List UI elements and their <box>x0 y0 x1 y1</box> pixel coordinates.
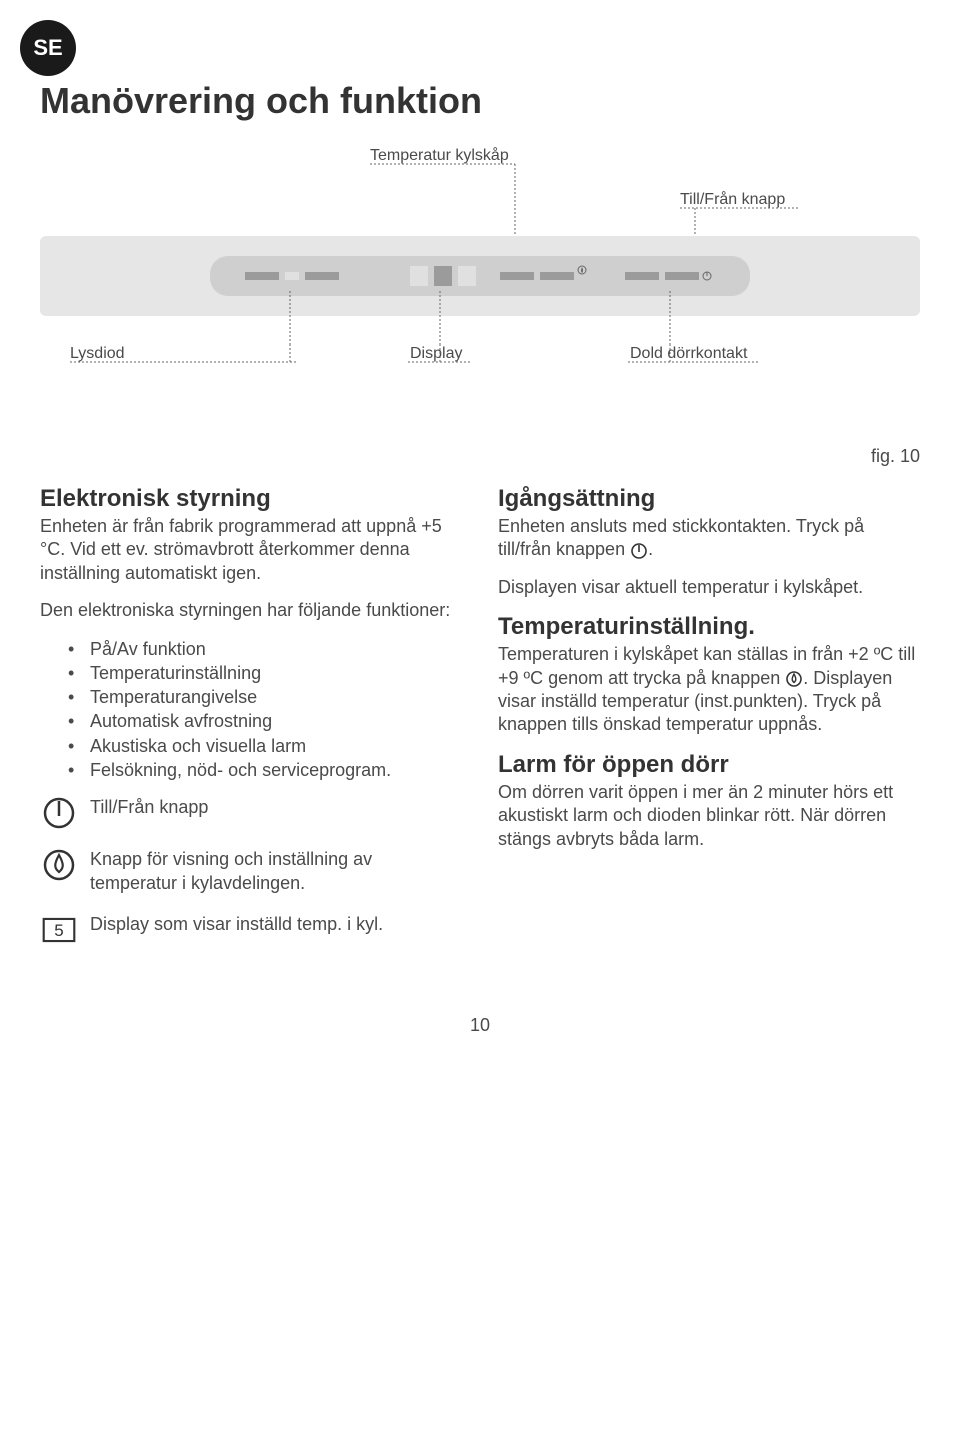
page-number: 10 <box>40 1015 920 1036</box>
right-column: Igångsättning Enheten ansluts med stickk… <box>498 485 920 965</box>
block-right-2 <box>665 272 699 280</box>
para-temp: Temperaturen i kylskåpet kan ställas in … <box>498 643 920 737</box>
block-left-1 <box>245 272 279 280</box>
drop-icon <box>40 848 78 882</box>
para-larm: Om dörren varit öppen i mer än 2 minuter… <box>498 781 920 851</box>
panel-svg: Temperatur kylskåp Till/Från knapp <box>40 146 920 386</box>
para-elektronisk-2: Den elektroniska styrningen har följande… <box>40 599 462 622</box>
block-temp-1 <box>500 272 534 280</box>
list-item: Felsökning, nöd- och serviceprogram. <box>68 758 462 782</box>
block-temp-2 <box>540 272 574 280</box>
block-left-3 <box>305 272 339 280</box>
label-dold-dorrkontakt: Dold dörrkontakt <box>630 345 748 362</box>
power-icon-inline <box>630 542 648 560</box>
page-title: Manövrering och funktion <box>40 80 920 122</box>
control-panel-diagram: Temperatur kylskåp Till/Från knapp <box>40 146 920 386</box>
para-igang-a: Enheten ansluts med stickkontakten. Tryc… <box>498 516 864 559</box>
icon-legend-temp: Knapp för visning och inställning av tem… <box>40 848 462 895</box>
block-mid-3 <box>458 266 476 286</box>
block-mid-1 <box>410 266 428 286</box>
block-left-2 <box>285 272 299 280</box>
heading-temperaturinstallning: Temperaturinställning. <box>498 613 920 641</box>
block-mid-2 <box>434 266 452 286</box>
icon-legend-onoff-text: Till/Från knapp <box>90 796 462 819</box>
heading-igangsattning: Igångsättning <box>498 485 920 513</box>
icon-legend-temp-text: Knapp för visning och inställning av tem… <box>90 848 462 895</box>
icon-legend-display-text: Display som visar inställd temp. i kyl. <box>90 913 462 936</box>
svg-text:5: 5 <box>54 921 63 940</box>
heading-elektronisk-styrning: Elektronisk styrning <box>40 485 462 513</box>
language-badge: SE <box>20 20 76 76</box>
list-item: På/Av funktion <box>68 637 462 661</box>
block-right-1 <box>625 272 659 280</box>
label-lysdiod: Lysdiod <box>70 345 125 362</box>
para-display-shows: Displayen visar aktuell temperatur i kyl… <box>498 576 920 599</box>
list-item: Temperaturinställning <box>68 661 462 685</box>
function-list: På/Av funktion Temperaturinställning Tem… <box>68 637 462 783</box>
heading-larm: Larm för öppen dörr <box>498 751 920 779</box>
display-5-icon: 5 <box>40 913 78 947</box>
para-igang: Enheten ansluts med stickkontakten. Tryc… <box>498 515 920 562</box>
para-elektronisk-1: Enheten är från fabrik programmerad att … <box>40 515 462 585</box>
label-till-fran-knapp: Till/Från knapp <box>680 190 785 208</box>
label-temperatur-kylskap: Temperatur kylskåp <box>370 146 509 164</box>
left-column: Elektronisk styrning Enheten är från fab… <box>40 485 462 965</box>
power-icon <box>40 796 78 830</box>
drop-icon-inline <box>785 670 803 688</box>
icon-legend-display: 5 Display som visar inställd temp. i kyl… <box>40 913 462 947</box>
list-item: Temperaturangivelse <box>68 685 462 709</box>
two-column-layout: Elektronisk styrning Enheten är från fab… <box>40 485 920 965</box>
label-display: Display <box>410 345 462 362</box>
list-item: Automatisk avfrostning <box>68 709 462 733</box>
list-item: Akustiska och visuella larm <box>68 734 462 758</box>
icon-legend-onoff: Till/Från knapp <box>40 796 462 830</box>
figure-caption: fig. 10 <box>40 446 920 467</box>
para-igang-b: . <box>648 539 653 559</box>
